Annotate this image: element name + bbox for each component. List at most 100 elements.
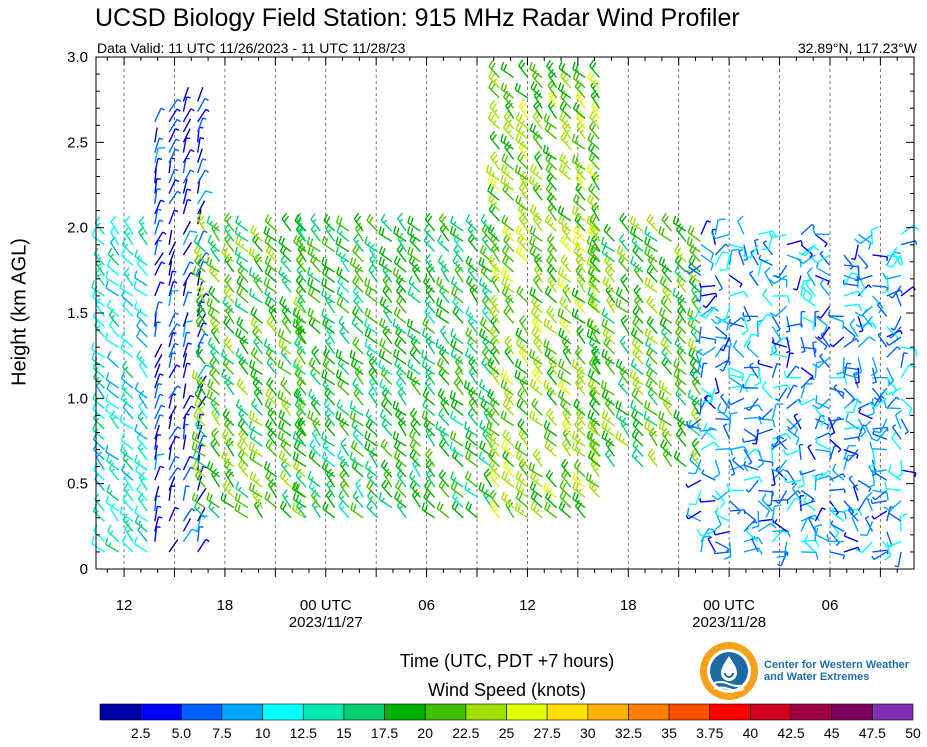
barb-flag [324, 503, 329, 512]
barb-flag [505, 123, 511, 131]
barb-staff [364, 334, 378, 345]
barb-staff [632, 250, 644, 263]
wind-barb [503, 305, 515, 324]
wind-barb [210, 438, 221, 457]
barb-flag [488, 70, 494, 78]
wind-barb [394, 408, 407, 427]
wind-barb [154, 107, 166, 123]
barb-flag [531, 176, 536, 185]
barb-flag [579, 170, 584, 175]
barb-staff [324, 393, 336, 406]
barb-staff [267, 433, 278, 447]
barb-flag [205, 292, 210, 297]
barb-flag [552, 98, 557, 102]
barb-flag [235, 481, 240, 489]
barb-flag [241, 386, 246, 390]
wind-barb [409, 346, 421, 365]
barb-flag [296, 342, 301, 347]
barb-staff [379, 252, 393, 263]
barb-staff [352, 383, 364, 396]
barb-flag [517, 504, 522, 512]
barb-flag [587, 194, 592, 202]
barb-staff [121, 469, 134, 481]
barb-flag [442, 331, 447, 335]
barb-staff [365, 293, 378, 304]
wind-barb [589, 59, 600, 78]
wind-barb [193, 234, 206, 253]
barb-flag [349, 400, 353, 408]
barb-staff [675, 393, 687, 406]
barb-flag [644, 236, 648, 244]
barb-flag [91, 228, 96, 237]
wind-barb [292, 492, 307, 509]
wind-barb [465, 347, 478, 365]
barb-flag [294, 214, 300, 222]
barb-flag [295, 320, 299, 328]
wind-barb [168, 444, 173, 460]
barb-flag [629, 215, 634, 224]
barb-staff [124, 221, 134, 235]
wind-barb [424, 294, 436, 314]
wind-barb [236, 316, 249, 335]
wind-barb [321, 235, 336, 253]
wind-barb [182, 230, 198, 246]
barb-staff [422, 394, 436, 406]
barb-flag [249, 471, 254, 479]
wind-barb [124, 472, 134, 491]
wind-barb [408, 275, 421, 294]
barb-flag [465, 214, 471, 222]
barb-staff [379, 324, 393, 335]
barb-staff [529, 416, 543, 427]
wind-barb [253, 386, 263, 406]
wind-barb [137, 257, 148, 276]
barb-flag [673, 450, 678, 458]
barb-staff [105, 378, 120, 389]
barb-staff [335, 375, 350, 386]
barb-flag [395, 432, 400, 441]
barb-staff [424, 218, 436, 232]
barb-flag [644, 276, 648, 285]
barb-staff [501, 477, 515, 488]
barb-flag [645, 337, 650, 345]
barb-flag [662, 319, 667, 327]
barb-staff [168, 138, 177, 153]
barb-flag [437, 234, 442, 242]
barb-staff [95, 456, 105, 471]
barb-staff [196, 310, 206, 324]
barb-staff [439, 228, 450, 242]
barb-flag [177, 426, 182, 430]
barb-flag [312, 417, 319, 424]
barb-flag [371, 382, 376, 386]
barb-staff [222, 486, 235, 498]
barb-flag [252, 473, 257, 481]
barb-flag [175, 435, 180, 439]
barb-flag [126, 273, 131, 277]
barb-staff [619, 218, 630, 232]
barb-flag [280, 438, 286, 446]
barb-flag [367, 323, 371, 328]
barb-staff [154, 526, 158, 542]
barb-staff [339, 474, 350, 488]
barb-flag [647, 422, 651, 430]
barb-staff [225, 443, 235, 457]
barb-flag [175, 138, 180, 142]
barb-flag [237, 494, 241, 502]
barb-flag [528, 175, 533, 183]
barb-flag [237, 438, 243, 446]
barb-flag [209, 356, 215, 364]
wind-barb [588, 183, 600, 201]
barb-flag [546, 432, 551, 440]
barb-staff [278, 241, 292, 253]
wind-barb [340, 437, 350, 457]
barb-flag [503, 412, 507, 420]
barb-staff [297, 422, 307, 437]
wind-barb [308, 388, 321, 406]
barb-flag [410, 364, 414, 369]
barb-flag [225, 410, 230, 418]
barb-staff [407, 335, 421, 345]
barb-flag [225, 468, 232, 475]
barb-flag [364, 441, 368, 449]
barb-flag [532, 366, 538, 374]
barb-flag [436, 501, 441, 509]
wind-barb [248, 287, 263, 304]
